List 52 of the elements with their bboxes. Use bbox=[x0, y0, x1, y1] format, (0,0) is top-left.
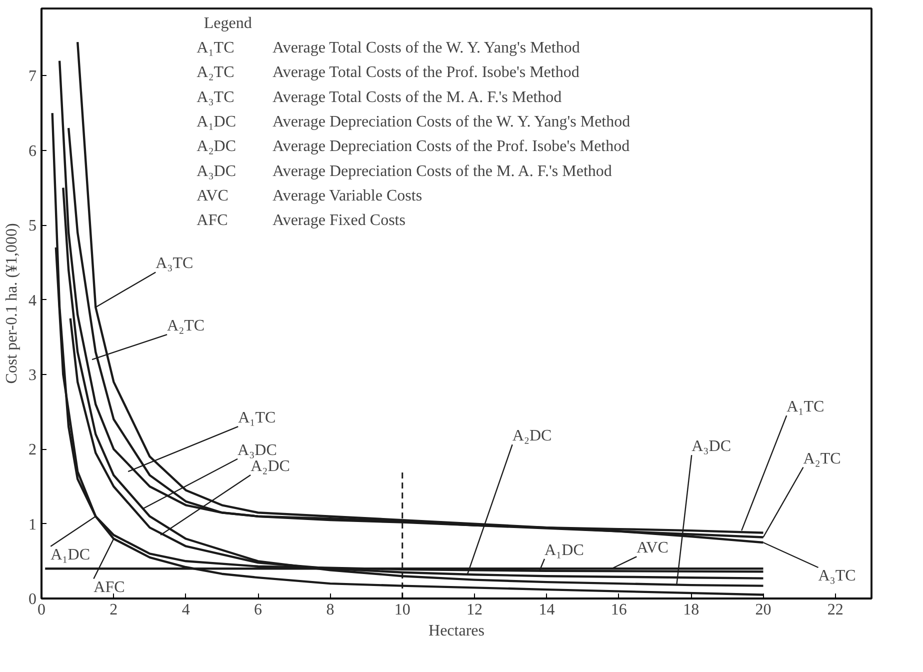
x-tick-label: 6 bbox=[254, 602, 262, 618]
annotation: A₁TC bbox=[238, 410, 276, 427]
y-tick-label: 1 bbox=[28, 516, 36, 534]
x-tick-label: 4 bbox=[182, 602, 190, 618]
y-tick-label: 6 bbox=[28, 142, 36, 160]
annotation: Average Total Costs of the Prof. Isobe's Method bbox=[272, 64, 580, 82]
x-tick-label: 2 bbox=[110, 602, 118, 618]
annotation: A₃TC bbox=[156, 255, 194, 272]
annotation: AVC bbox=[196, 187, 228, 204]
annotation: AVC bbox=[636, 540, 668, 557]
y-tick-label: 2 bbox=[28, 442, 36, 459]
annotation: Average Total Costs of the W. Y. Yang's Method bbox=[272, 40, 580, 57]
y-tick-label: 3 bbox=[28, 366, 36, 384]
annotation: A₃DC bbox=[238, 442, 277, 459]
annotation: A₂TC bbox=[803, 450, 841, 468]
annotation: A₁DC bbox=[50, 546, 90, 564]
y-tick-label: 5 bbox=[28, 218, 36, 235]
annotation: A₃DC bbox=[692, 438, 731, 456]
annotation: AFC bbox=[196, 212, 228, 230]
annotation: Average Fixed Costs bbox=[272, 212, 406, 230]
annotation: A₁DC bbox=[544, 542, 584, 559]
annotation: A₂DC bbox=[196, 138, 236, 156]
x-tick-label: 10 bbox=[394, 602, 410, 618]
annotation: A₁DC bbox=[196, 114, 236, 131]
y-axis-title: Cost per-0.1 ha. (¥1,000) bbox=[4, 223, 20, 384]
annotation: Average Depreciation Costs of the W. Y. Yang's Method bbox=[272, 114, 630, 131]
annotation: Average Variable Costs bbox=[272, 187, 422, 204]
annotation: A₃DC bbox=[196, 162, 236, 180]
y-tick-label: 7 bbox=[28, 68, 36, 86]
x-tick-label: 16 bbox=[610, 602, 627, 618]
x-tick-label: 20 bbox=[755, 602, 772, 618]
x-tick-label: 18 bbox=[683, 602, 700, 618]
annotation: A₂TC bbox=[167, 318, 205, 335]
x-tick-label: 8 bbox=[326, 602, 334, 618]
annotation: Average Depreciation Costs of the Prof. Isobe's Method bbox=[272, 138, 630, 156]
annotation: A₃TC bbox=[818, 567, 856, 584]
x-axis-title: Hectares bbox=[428, 622, 484, 640]
annotation: AFC bbox=[94, 578, 125, 596]
y-tick-label: 0 bbox=[28, 591, 36, 608]
annotation: A₂DC bbox=[512, 428, 552, 445]
x-tick-label: 12 bbox=[466, 602, 483, 618]
legend-title: Legend bbox=[204, 14, 252, 32]
y-tick-label: 4 bbox=[28, 292, 36, 310]
x-tick-label: 14 bbox=[538, 602, 555, 618]
annotation: A₁TC bbox=[196, 40, 234, 57]
annotation: Average Depreciation Costs of the M. A. F.'s Method bbox=[272, 162, 612, 180]
annotation: Average Total Costs of the M. A. F.'s Method bbox=[272, 88, 562, 106]
annotation: A₂DC bbox=[250, 458, 290, 476]
x-tick-label: 22 bbox=[827, 602, 844, 618]
annotation: A₁TC bbox=[786, 398, 824, 416]
annotation: A₂TC bbox=[196, 64, 234, 82]
annotation: A₃TC bbox=[196, 88, 234, 106]
